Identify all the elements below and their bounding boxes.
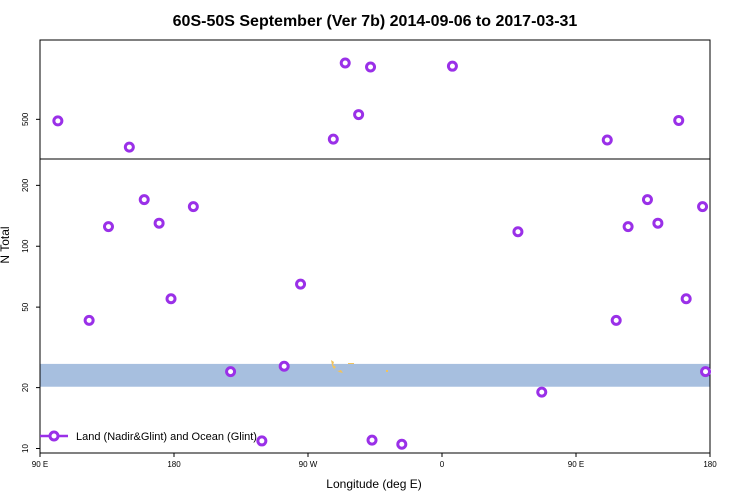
data-point xyxy=(601,134,613,146)
data-point xyxy=(256,435,268,447)
data-point xyxy=(102,221,114,233)
coastline-fragment xyxy=(348,363,354,364)
x-tick-label: 90 E xyxy=(32,460,48,469)
data-point xyxy=(327,133,339,145)
data-point xyxy=(225,366,237,378)
data-point xyxy=(123,141,135,153)
data-point xyxy=(366,434,378,446)
data-point xyxy=(165,293,177,305)
y-tick-label: 20 xyxy=(21,383,30,392)
legend: Land (Nadir&Glint) and Ocean (Glint) xyxy=(40,430,257,443)
x-axis-label: Longitude (deg E) xyxy=(326,477,421,491)
x-tick-label: 180 xyxy=(167,460,181,469)
plot-frame xyxy=(39,39,711,454)
reference-band xyxy=(40,363,710,387)
data-point xyxy=(697,201,709,213)
data-point xyxy=(187,201,199,213)
y-tick-label: 200 xyxy=(21,178,30,192)
x-tick-label: 90 W xyxy=(299,460,318,469)
coastline-marks xyxy=(331,360,388,373)
data-point xyxy=(365,61,377,73)
legend-marker xyxy=(48,430,60,442)
data-point xyxy=(641,194,653,206)
data-point xyxy=(680,293,692,305)
data-point xyxy=(673,114,685,126)
coastline-fragment xyxy=(331,360,343,373)
data-point xyxy=(353,109,365,121)
data-point xyxy=(278,360,290,372)
y-tick-label: 100 xyxy=(21,239,30,253)
data-point xyxy=(446,60,458,72)
x-tick-label: 90 E xyxy=(568,460,584,469)
lower-panel xyxy=(40,360,710,387)
legend-label: Land (Nadir&Glint) and Ocean (Glint) xyxy=(76,431,257,443)
data-point xyxy=(536,386,548,398)
y-axis-label: N Total xyxy=(0,226,12,263)
data-point xyxy=(83,314,95,326)
data-point xyxy=(138,194,150,206)
data-point xyxy=(512,226,524,238)
x-tick-label: 180 xyxy=(703,460,717,469)
data-point xyxy=(700,366,712,378)
data-point xyxy=(295,278,307,290)
data-points xyxy=(52,57,712,450)
data-point xyxy=(52,115,64,127)
coastline-fragment xyxy=(386,370,388,372)
data-point xyxy=(396,438,408,450)
y-tick-label: 50 xyxy=(21,302,30,311)
data-point xyxy=(652,217,664,229)
x-tick-label: 0 xyxy=(440,460,445,469)
data-point xyxy=(622,221,634,233)
x-axis: 90 E 180 90 W 0 90 E 180 xyxy=(32,453,717,469)
y-axis: 500 10 20 50 100 200 xyxy=(21,112,40,453)
data-point xyxy=(339,57,351,69)
y-tick-label: 10 xyxy=(21,443,30,452)
chart-title: 60S-50S September (Ver 7b) 2014-09-06 to… xyxy=(173,13,578,30)
y-tick-label: 500 xyxy=(21,112,30,126)
data-point xyxy=(610,314,622,326)
data-point xyxy=(153,217,165,229)
